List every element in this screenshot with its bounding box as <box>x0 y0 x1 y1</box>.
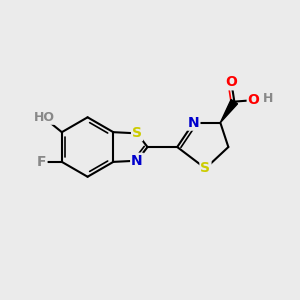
Text: N: N <box>188 116 200 130</box>
Text: N: N <box>131 154 143 168</box>
Text: O: O <box>225 75 237 89</box>
Text: S: S <box>200 161 211 176</box>
Text: S: S <box>132 126 142 140</box>
Text: O: O <box>248 93 260 107</box>
Text: F: F <box>37 155 46 169</box>
Text: H: H <box>263 92 273 105</box>
Polygon shape <box>220 100 238 123</box>
Text: HO: HO <box>34 111 55 124</box>
